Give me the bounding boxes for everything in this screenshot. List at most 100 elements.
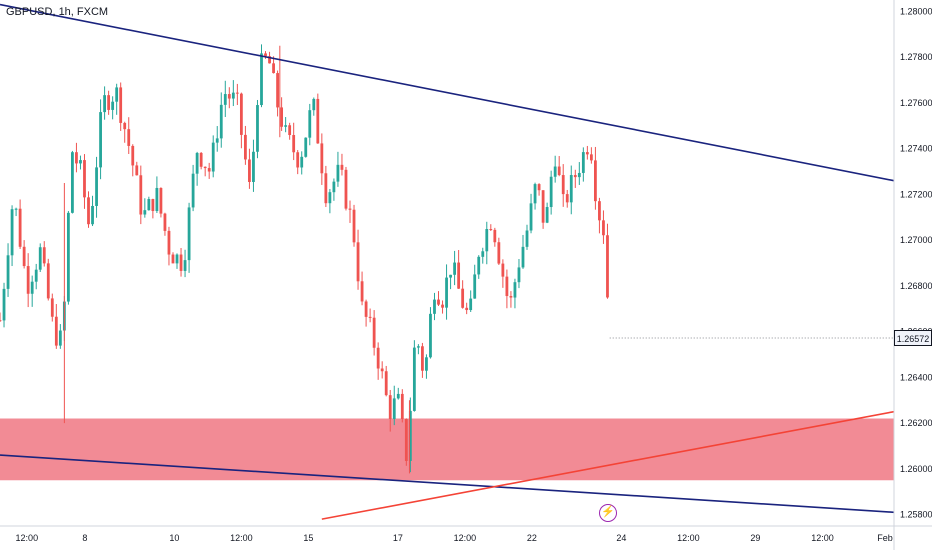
candle-body [14, 208, 18, 210]
candle-body [352, 209, 356, 243]
candle-body [26, 266, 30, 294]
y-tick-label: 1.26800 [900, 281, 932, 291]
candle-body [400, 393, 404, 420]
candle-body [429, 313, 432, 358]
y-tick-label: 1.27600 [900, 98, 932, 108]
candle-body [119, 87, 123, 123]
x-tick-label: 12:00 [230, 533, 253, 543]
candle-body [272, 63, 275, 74]
candle-body [392, 398, 396, 419]
support-zone[interactable] [0, 418, 894, 481]
trendline-upper[interactable] [0, 3, 895, 182]
candle-body [135, 165, 139, 176]
candle-body [2, 288, 6, 321]
candle-body [396, 393, 400, 399]
candle-body [235, 92, 239, 94]
candle-body [569, 175, 573, 203]
candle-body [219, 104, 223, 139]
candle-body [320, 143, 324, 174]
candle-body [284, 125, 288, 127]
x-tick-label: 15 [303, 533, 313, 543]
candle-body [380, 368, 384, 372]
candle-body [6, 255, 10, 289]
candle-body [545, 207, 549, 223]
candle-body [376, 347, 380, 369]
candle-body [481, 251, 485, 257]
candle-body [38, 247, 42, 270]
x-tick-label: 12:00 [16, 533, 39, 543]
x-tick-label: 29 [750, 533, 760, 543]
candle-body [340, 164, 344, 170]
candle-body [127, 129, 131, 146]
candle-body [18, 208, 22, 247]
candle-body [83, 160, 86, 198]
candle-body [195, 152, 199, 174]
candle-body [58, 330, 62, 346]
y-tick-label: 1.26200 [900, 418, 932, 428]
candle-body [316, 98, 320, 144]
candle-body [252, 151, 255, 182]
lightning-icon[interactable]: ⚡ [598, 504, 617, 522]
candle-body [239, 93, 243, 135]
candle-body [256, 105, 259, 152]
candle-body [231, 92, 235, 99]
candle-body [143, 210, 147, 215]
candle-body [312, 98, 316, 111]
candle-body [529, 203, 533, 231]
candle-body [227, 94, 231, 99]
candle-body [517, 267, 521, 283]
candle-body [565, 194, 569, 203]
candle-body [324, 173, 328, 204]
candle-body [0, 320, 2, 322]
candle-body [22, 246, 26, 267]
y-tick-label: 1.28000 [900, 6, 932, 16]
candle-body [30, 281, 34, 294]
candle-body [505, 276, 509, 297]
candle-body [223, 94, 227, 105]
candle-body [87, 197, 90, 225]
candle-body [433, 299, 436, 314]
trendline-lower[interactable] [0, 454, 895, 514]
candle-body [308, 110, 312, 138]
candle-body [248, 159, 251, 182]
candle-body [441, 304, 444, 308]
candle-body [99, 112, 102, 168]
candle-body [115, 87, 119, 102]
candle-body [131, 145, 135, 166]
candle-body [91, 205, 94, 225]
candle-body [416, 346, 420, 348]
candle-body [244, 134, 247, 160]
candle-body [364, 301, 368, 317]
candle-body [280, 107, 284, 127]
candle-body [561, 175, 565, 195]
trendline-rising[interactable] [321, 410, 895, 520]
candle-body [159, 187, 163, 214]
candle-body [167, 230, 171, 255]
candle-body [199, 152, 203, 167]
candle-body [404, 419, 408, 461]
candle-body [183, 260, 187, 271]
candle-body [95, 167, 98, 206]
candle-body [594, 160, 597, 202]
candle-body [203, 166, 207, 169]
candle-body [34, 269, 38, 282]
candle-body [71, 152, 74, 213]
candle-body [602, 220, 605, 236]
candle-body [300, 156, 304, 168]
x-tick-label: 8 [82, 533, 87, 543]
candle-body [541, 190, 545, 223]
candle-body [107, 95, 111, 110]
candle-body [344, 169, 348, 209]
candle-body [521, 246, 525, 268]
candle-body [348, 208, 352, 210]
candle-body [288, 125, 292, 136]
candle-body [553, 166, 557, 177]
candle-body [449, 274, 452, 278]
candle-body [598, 201, 601, 221]
candle-body [123, 122, 127, 130]
candle-body [368, 316, 372, 318]
candle-body [606, 235, 609, 298]
y-tick-label: 1.27200 [900, 189, 932, 199]
candle-body [453, 262, 456, 275]
